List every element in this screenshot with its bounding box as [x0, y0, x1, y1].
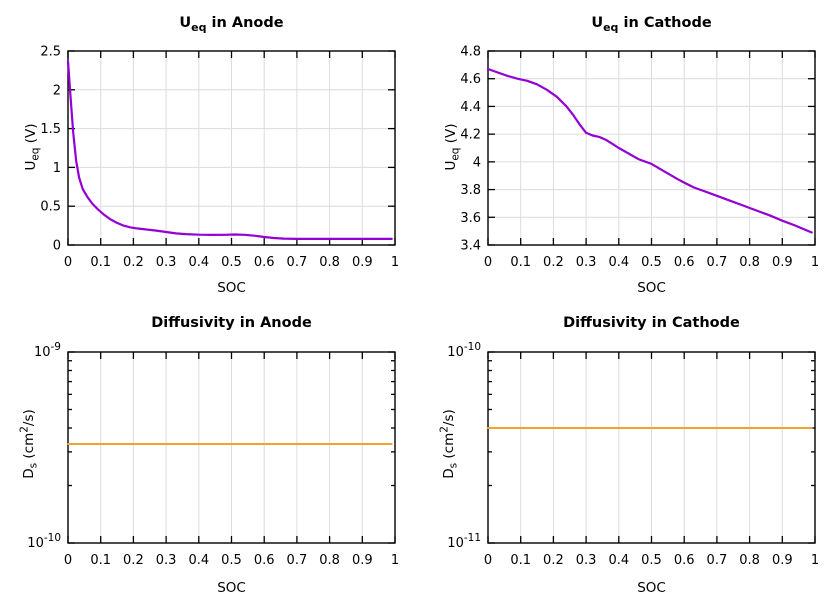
title-text: U [591, 15, 604, 31]
svg-text:0.6: 0.6 [674, 255, 695, 270]
svg-text:0.4: 0.4 [188, 255, 209, 270]
svg-text:10-10: 10-10 [27, 532, 61, 551]
plot-area: 0 0.1 0.2 0.3 0.4 0.5 0.6 0.7 0.8 0.9 1 3.4 3.6 3.8 4 4… [460, 45, 819, 271]
svg-text:4: 4 [473, 155, 481, 170]
chart-title: Ueq in Cathode [488, 15, 815, 34]
svg-text:2: 2 [53, 83, 61, 98]
svg-text:0.2: 0.2 [123, 255, 144, 270]
svg-text:1: 1 [391, 255, 399, 270]
svg-text:0.5: 0.5 [40, 200, 61, 215]
svg-text:0.3: 0.3 [156, 255, 177, 270]
svg-text:0: 0 [484, 553, 492, 568]
svg-text:0.7: 0.7 [287, 553, 308, 568]
svg-text:0.5: 0.5 [641, 553, 662, 568]
svg-text:0: 0 [53, 239, 61, 254]
svg-text:0.2: 0.2 [123, 553, 144, 568]
svg-text:0.3: 0.3 [156, 553, 177, 568]
svg-text:0.9: 0.9 [772, 255, 793, 270]
svg-text:3.8: 3.8 [460, 183, 481, 198]
plot-area: 0 0.1 0.2 0.3 0.4 0.5 0.6 0.7 0.8 0.9 1 10-9 10-10 [27, 341, 399, 568]
svg-text:0.5: 0.5 [641, 255, 662, 270]
svg-text:4.8: 4.8 [460, 45, 481, 60]
svg-text:3.6: 3.6 [460, 211, 481, 226]
svg-text:0.7: 0.7 [707, 255, 728, 270]
chart-ueq-anode: Ueq in Anode Ueq (V) SOC 0 0.1 0.2 0.3 0.4 0.… [0, 0, 420, 300]
svg-text:0.8: 0.8 [739, 255, 760, 270]
svg-text:0.2: 0.2 [543, 553, 564, 568]
title-subscript: eq [191, 20, 207, 34]
title-text: Diffusivity in Cathode [563, 315, 740, 331]
svg-text:3.4: 3.4 [460, 239, 481, 254]
svg-text:0.8: 0.8 [739, 553, 760, 568]
title-text: Diffusivity in Anode [151, 315, 312, 331]
svg-text:0.3: 0.3 [576, 255, 597, 270]
svg-text:0.6: 0.6 [674, 553, 695, 568]
svg-text:1: 1 [391, 553, 399, 568]
svg-text:0.5: 0.5 [221, 553, 242, 568]
svg-text:0.9: 0.9 [352, 255, 373, 270]
plot-area: 0 0.1 0.2 0.3 0.4 0.5 0.6 0.7 0.8 0.9 1 0 0.5 1 1.5 2 2.… [40, 45, 399, 271]
svg-text:0.5: 0.5 [221, 255, 242, 270]
svg-text:2.5: 2.5 [40, 45, 61, 60]
title-text-rest: in Cathode [618, 15, 712, 31]
x-axis-label: SOC [637, 280, 666, 296]
svg-text:10-11: 10-11 [447, 532, 481, 551]
svg-text:0.6: 0.6 [254, 255, 275, 270]
plot-area: 0 0.1 0.2 0.3 0.4 0.5 0.6 0.7 0.8 0.9 1 10-10 10-11 [447, 341, 819, 568]
chart-diffusivity-anode: Diffusivity in Anode Ds (cm2/s) SOC 0 0.1… [0, 300, 420, 600]
svg-text:0.9: 0.9 [772, 553, 793, 568]
svg-text:0.4: 0.4 [188, 553, 209, 568]
svg-text:0.1: 0.1 [90, 553, 111, 568]
svg-text:1: 1 [811, 255, 819, 270]
svg-text:1: 1 [53, 161, 61, 176]
chart-ueq-cathode: Ueq in Cathode Ueq (V) SOC 0 0.1 0.2 0.3 0.4… [420, 0, 840, 300]
svg-text:0.4: 0.4 [608, 553, 629, 568]
svg-text:4.4: 4.4 [460, 100, 481, 115]
svg-text:0.1: 0.1 [510, 255, 531, 270]
svg-text:4.2: 4.2 [460, 128, 481, 143]
x-axis-label: SOC [217, 280, 246, 296]
svg-text:0.8: 0.8 [319, 255, 340, 270]
title-text-rest: in Anode [206, 15, 284, 31]
svg-text:0: 0 [484, 255, 492, 270]
svg-text:0.1: 0.1 [90, 255, 111, 270]
svg-text:0: 0 [64, 255, 72, 270]
svg-text:1.5: 1.5 [40, 122, 61, 137]
svg-text:4.6: 4.6 [460, 72, 481, 87]
svg-text:0.2: 0.2 [543, 255, 564, 270]
chart-title: Diffusivity in Cathode [488, 315, 815, 332]
svg-text:0.4: 0.4 [608, 255, 629, 270]
svg-text:10-10: 10-10 [447, 341, 481, 360]
svg-text:0: 0 [64, 553, 72, 568]
svg-text:0.9: 0.9 [352, 553, 373, 568]
svg-text:1: 1 [811, 553, 819, 568]
svg-text:0.7: 0.7 [707, 553, 728, 568]
title-subscript: eq [603, 20, 619, 34]
title-text: U [179, 15, 192, 31]
svg-text:0.6: 0.6 [254, 553, 275, 568]
svg-text:0.1: 0.1 [510, 553, 531, 568]
chart-title: Ueq in Anode [68, 15, 395, 34]
svg-text:0.3: 0.3 [576, 553, 597, 568]
chart-title: Diffusivity in Anode [68, 315, 395, 332]
x-axis-label: SOC [637, 580, 666, 596]
svg-text:0.7: 0.7 [287, 255, 308, 270]
svg-text:10-9: 10-9 [34, 341, 61, 360]
svg-text:0.8: 0.8 [319, 553, 340, 568]
x-axis-label: SOC [217, 580, 246, 596]
